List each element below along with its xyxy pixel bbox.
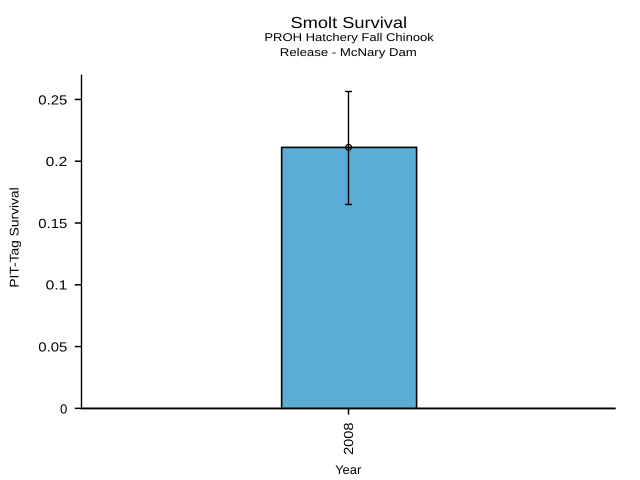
svg-text:0.15: 0.15: [38, 216, 67, 231]
svg-text:Smolt Survival: Smolt Survival: [291, 15, 408, 32]
svg-text:0.1: 0.1: [46, 278, 68, 293]
svg-text:PROH Hatchery Fall Chinook: PROH Hatchery Fall Chinook: [264, 32, 434, 44]
svg-text:PIT-Tag Survival: PIT-Tag Survival: [8, 187, 22, 287]
svg-text:2008: 2008: [341, 423, 356, 455]
svg-text:Release - McNary Dam: Release - McNary Dam: [280, 47, 417, 59]
svg-text:Year: Year: [335, 463, 361, 477]
svg-text:0.25: 0.25: [38, 92, 67, 107]
svg-text:0.05: 0.05: [38, 340, 67, 355]
svg-text:0.2: 0.2: [46, 154, 68, 169]
svg-text:0: 0: [60, 401, 67, 416]
